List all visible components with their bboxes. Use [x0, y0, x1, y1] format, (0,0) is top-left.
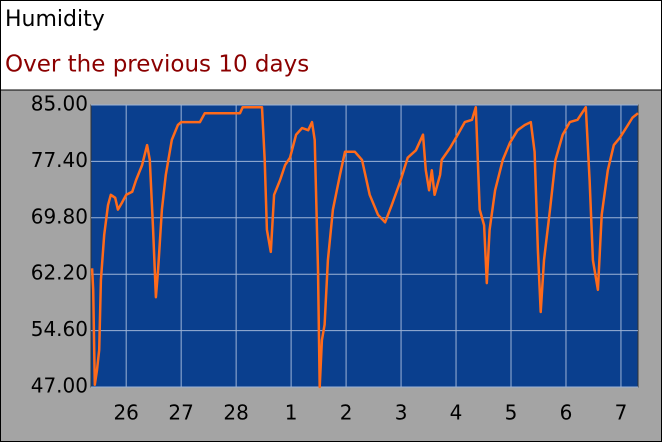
y-tick-label: 62.20	[31, 261, 88, 285]
plot-area	[90, 104, 639, 388]
y-tick-label: 54.60	[31, 317, 88, 341]
chart-subtitle: Over the previous 10 days	[5, 52, 309, 78]
y-tick-label: 77.40	[31, 148, 88, 172]
chart-title: Humidity	[5, 7, 105, 32]
x-tick-label: 6	[560, 401, 573, 425]
y-tick-label: 69.80	[31, 204, 88, 228]
y-tick-label: 47.00	[31, 374, 88, 398]
x-tick-label: 7	[615, 401, 628, 425]
x-tick-label: 27	[168, 401, 193, 425]
x-tick-label: 2	[340, 401, 353, 425]
y-tick-label: 85.00	[31, 92, 88, 116]
x-tick-label: 26	[113, 401, 138, 425]
x-tick-label: 28	[223, 401, 248, 425]
x-tick-label: 3	[395, 401, 408, 425]
x-tick-label: 5	[505, 401, 518, 425]
x-tick-label: 4	[450, 401, 463, 425]
humidity-line	[90, 105, 639, 389]
x-tick-label: 1	[285, 401, 298, 425]
